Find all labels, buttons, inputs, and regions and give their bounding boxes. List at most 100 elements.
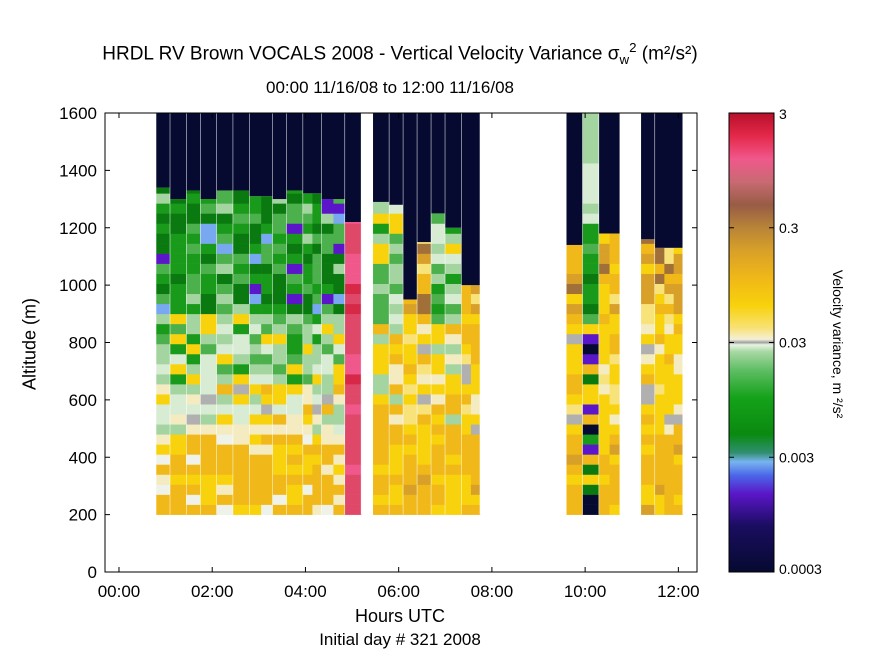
heatmap-cell <box>156 273 171 284</box>
heatmap-cell <box>655 333 665 345</box>
heatmap-cell <box>303 484 313 495</box>
heatmap-cell <box>249 303 262 315</box>
heatmap-cell <box>272 233 288 244</box>
heatmap-cell <box>216 504 234 515</box>
heatmap-cell <box>403 454 418 465</box>
heatmap-cell <box>261 243 274 254</box>
heatmap-cell <box>186 233 201 244</box>
heatmap-cell <box>609 404 621 415</box>
heatmap-cell <box>286 504 304 515</box>
heatmap-cell <box>312 253 323 264</box>
heatmap-cell <box>216 293 234 305</box>
heatmap-cell <box>272 303 288 315</box>
heatmap-cell <box>170 263 187 274</box>
heatmap-cell <box>249 273 262 284</box>
heatmap-cell <box>233 444 250 455</box>
heatmap-cell <box>599 293 610 305</box>
heatmap-cell <box>272 343 288 355</box>
heatmap-cell <box>599 414 610 425</box>
heatmap-cell <box>664 504 674 515</box>
heatmap-cell <box>389 243 404 254</box>
heatmap-cell <box>470 323 481 335</box>
heatmap-cell <box>389 303 404 315</box>
heatmap-cell <box>233 414 250 425</box>
heatmap-cell <box>312 203 323 214</box>
heatmap-cell <box>249 213 262 224</box>
heatmap-cell <box>470 414 481 425</box>
heatmap-cell <box>641 263 656 274</box>
heatmap-cell <box>673 247 684 254</box>
x-axis-ticks: 00:00 02:00 04:00 06:00 08:00 10:00 12:00 <box>98 113 700 601</box>
heatmap-cell <box>566 343 584 355</box>
heatmap-cell <box>333 273 346 284</box>
heatmap-cell <box>599 343 610 355</box>
heatmap-cell <box>170 454 187 465</box>
heatmap-cell <box>566 494 584 505</box>
heatmap-cell <box>582 183 600 194</box>
heatmap-cell <box>445 353 462 365</box>
heatmap-cell <box>470 374 481 385</box>
heatmap-cell <box>655 424 665 435</box>
heatmap-cell <box>470 424 481 435</box>
heatmap-cell <box>445 243 462 254</box>
heatmap-cell <box>303 504 313 515</box>
heatmap-cell <box>609 263 621 274</box>
heatmap-cell <box>303 424 313 435</box>
heatmap-cell <box>664 464 674 475</box>
heatmap-cell <box>156 494 171 505</box>
heatmap-cell <box>566 474 584 485</box>
heatmap-cell <box>582 384 600 395</box>
heatmap-cell <box>249 404 262 415</box>
heatmap-cell <box>333 323 346 335</box>
heatmap-cell <box>417 374 432 385</box>
heatmap-cell <box>249 196 262 204</box>
heatmap-cell <box>272 353 288 365</box>
heatmap-cell <box>333 223 346 234</box>
heatmap-cell <box>470 303 481 315</box>
heatmap-cell <box>249 464 262 475</box>
heatmap-cell <box>582 353 600 365</box>
heatmap-cell <box>286 243 304 254</box>
heatmap-cell <box>333 494 346 505</box>
heatmap-cell <box>186 444 201 455</box>
heatmap-cell <box>216 253 234 264</box>
heatmap-cell <box>272 464 288 475</box>
heatmap-cell <box>156 404 171 415</box>
heatmap-cell <box>664 283 674 295</box>
heatmap-cell <box>655 404 665 415</box>
heatmap-cell <box>461 333 472 345</box>
heatmap-cell <box>345 283 362 295</box>
heatmap-cell <box>582 303 600 315</box>
heatmap-cell <box>445 273 462 284</box>
heatmap-cell <box>186 484 201 495</box>
heatmap-cell <box>582 273 600 284</box>
heatmap-cell <box>461 464 472 475</box>
heatmap-cell <box>233 333 250 345</box>
heatmap-cell <box>664 434 674 445</box>
heatmap-cell <box>333 303 346 315</box>
heatmap-cell <box>249 253 262 264</box>
heatmap-cell <box>286 293 304 305</box>
heatmap-cell <box>403 299 418 305</box>
heatmap-cell <box>312 364 323 375</box>
heatmap-cell <box>609 484 621 495</box>
heatmap-cell <box>200 233 218 244</box>
colorbar-tick-label: 0.03 <box>779 335 806 351</box>
heatmap-cell <box>431 313 446 325</box>
x-tick-label: 02:00 <box>191 582 234 601</box>
heatmap-cell <box>200 374 218 385</box>
colorbar-tick-label: 0.003 <box>779 449 814 465</box>
heatmap-cell <box>170 293 187 305</box>
heatmap-cell <box>403 303 418 315</box>
heatmap-cell <box>664 394 674 405</box>
heatmap-cell <box>417 394 432 405</box>
heatmap-cell <box>249 323 262 335</box>
heatmap-cell <box>156 353 171 365</box>
heatmap-cell <box>609 243 621 254</box>
heatmap-cell <box>431 404 446 415</box>
heatmap-cell <box>170 243 187 254</box>
heatmap-cell <box>655 273 665 284</box>
heatmap-cell <box>186 424 201 435</box>
chart-title: HRDL RV Brown VOCALS 2008 - Vertical Vel… <box>102 40 698 68</box>
heatmap-cell <box>641 253 656 264</box>
